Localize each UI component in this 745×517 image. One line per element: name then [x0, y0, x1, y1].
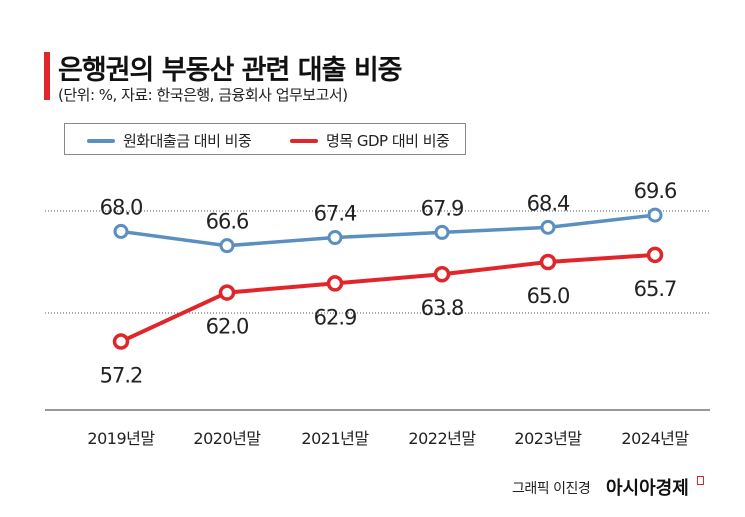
logo: 아시아경제: [606, 478, 689, 499]
data-label: 65.7: [634, 277, 677, 301]
data-label: 67.9: [421, 196, 464, 220]
data-label: 63.8: [421, 296, 464, 320]
data-point: [218, 284, 236, 301]
data-label: 62.0: [206, 315, 249, 339]
legend-item-gdp: 명목 GDP 대비 비중: [290, 130, 450, 151]
logo-mark: [697, 476, 704, 485]
series-line: [120, 252, 656, 344]
x-tick-label: 2020년말: [193, 429, 261, 448]
data-point: [327, 230, 343, 246]
data-point: [433, 265, 451, 283]
data-point: [113, 223, 129, 239]
data-label: 67.4: [314, 202, 357, 226]
x-tick-label: 2021년말: [301, 429, 369, 448]
data-label: 66.6: [206, 210, 249, 234]
data-label: 62.9: [314, 305, 357, 329]
credit: 그래픽 이진경: [512, 481, 591, 497]
x-tick-label: 2023년말: [514, 429, 582, 448]
data-label: 65.0: [527, 284, 570, 308]
data-point: [112, 333, 130, 350]
data-label: 68.4: [527, 191, 570, 215]
chart-subtitle: (단위: %, 자료: 한국은행, 금융회사 업무보고서): [58, 86, 348, 104]
chart-title: 은행권의 부동산 관련 대출 비중: [58, 55, 403, 86]
data-point: [539, 253, 557, 271]
legend: 원화대출금 대비 비중 명목 GDP 대비 비중: [64, 123, 466, 155]
x-tick-label: 2019년말: [87, 429, 155, 448]
data-label: 57.2: [100, 364, 143, 388]
title-accent-bar: [44, 52, 50, 100]
data-point: [646, 246, 664, 264]
series-line: [120, 213, 656, 248]
data-point: [540, 219, 556, 235]
data-label: 68.0: [100, 195, 143, 219]
data-point: [647, 207, 663, 223]
legend-label: 원화대출금 대비 비중: [123, 132, 252, 150]
x-tick-label: 2024년말: [621, 429, 689, 448]
legend-item-loans: 원화대출금 대비 비중: [87, 130, 252, 151]
data-point: [434, 224, 450, 240]
data-point: [326, 275, 344, 292]
x-tick-label: 2022년말: [408, 429, 476, 448]
legend-swatch: [290, 138, 318, 143]
legend-label: 명목 GDP 대비 비중: [326, 132, 450, 150]
data-point: [219, 238, 235, 254]
data-label: 69.6: [634, 179, 677, 203]
legend-swatch: [87, 138, 115, 143]
